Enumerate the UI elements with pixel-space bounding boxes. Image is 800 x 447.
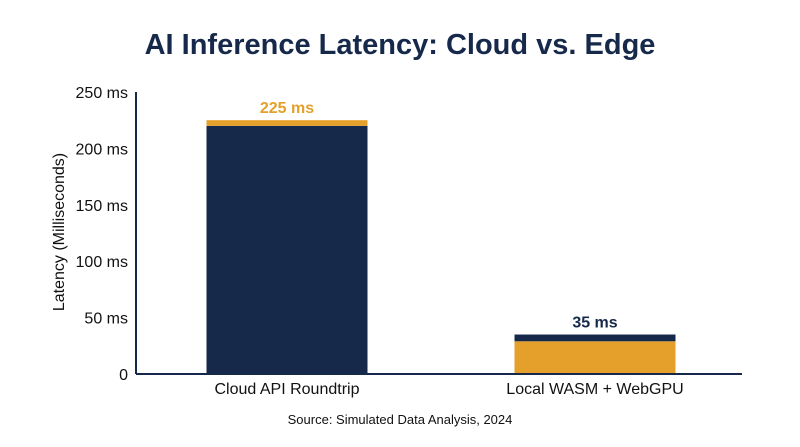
y-tick-label: 0	[119, 367, 128, 384]
y-axis-ticks: 0 50 ms 100 ms 150 ms 200 ms 250 ms	[76, 85, 129, 384]
bar-local-cap	[514, 334, 676, 342]
bars-layer	[206, 120, 676, 374]
bar-cloud-cap	[206, 120, 368, 126]
y-tick-label: 250 ms	[76, 85, 128, 102]
bar-cloud-main	[206, 125, 368, 374]
labels-layer: 225 ms Cloud API Roundtrip 35 ms Local WASM…	[215, 100, 684, 398]
y-tick-label: 200 ms	[76, 141, 128, 158]
source-note: Source: Simulated Data Analysis, 2024	[288, 412, 513, 427]
y-tick-label: 100 ms	[76, 254, 128, 271]
y-tick-label: 50 ms	[84, 311, 128, 328]
y-axis-label: Latency (Milliseconds)	[51, 153, 68, 311]
y-tick-label: 150 ms	[76, 198, 128, 215]
bar-local-main	[514, 341, 676, 374]
x-category-label: Local WASM + WebGPU	[506, 381, 683, 398]
x-category-label: Cloud API Roundtrip	[215, 381, 360, 398]
bar-value-label: 225 ms	[260, 100, 314, 117]
chart-title: AI Inference Latency: Cloud vs. Edge	[145, 29, 656, 61]
bar-value-label: 35 ms	[572, 315, 617, 332]
